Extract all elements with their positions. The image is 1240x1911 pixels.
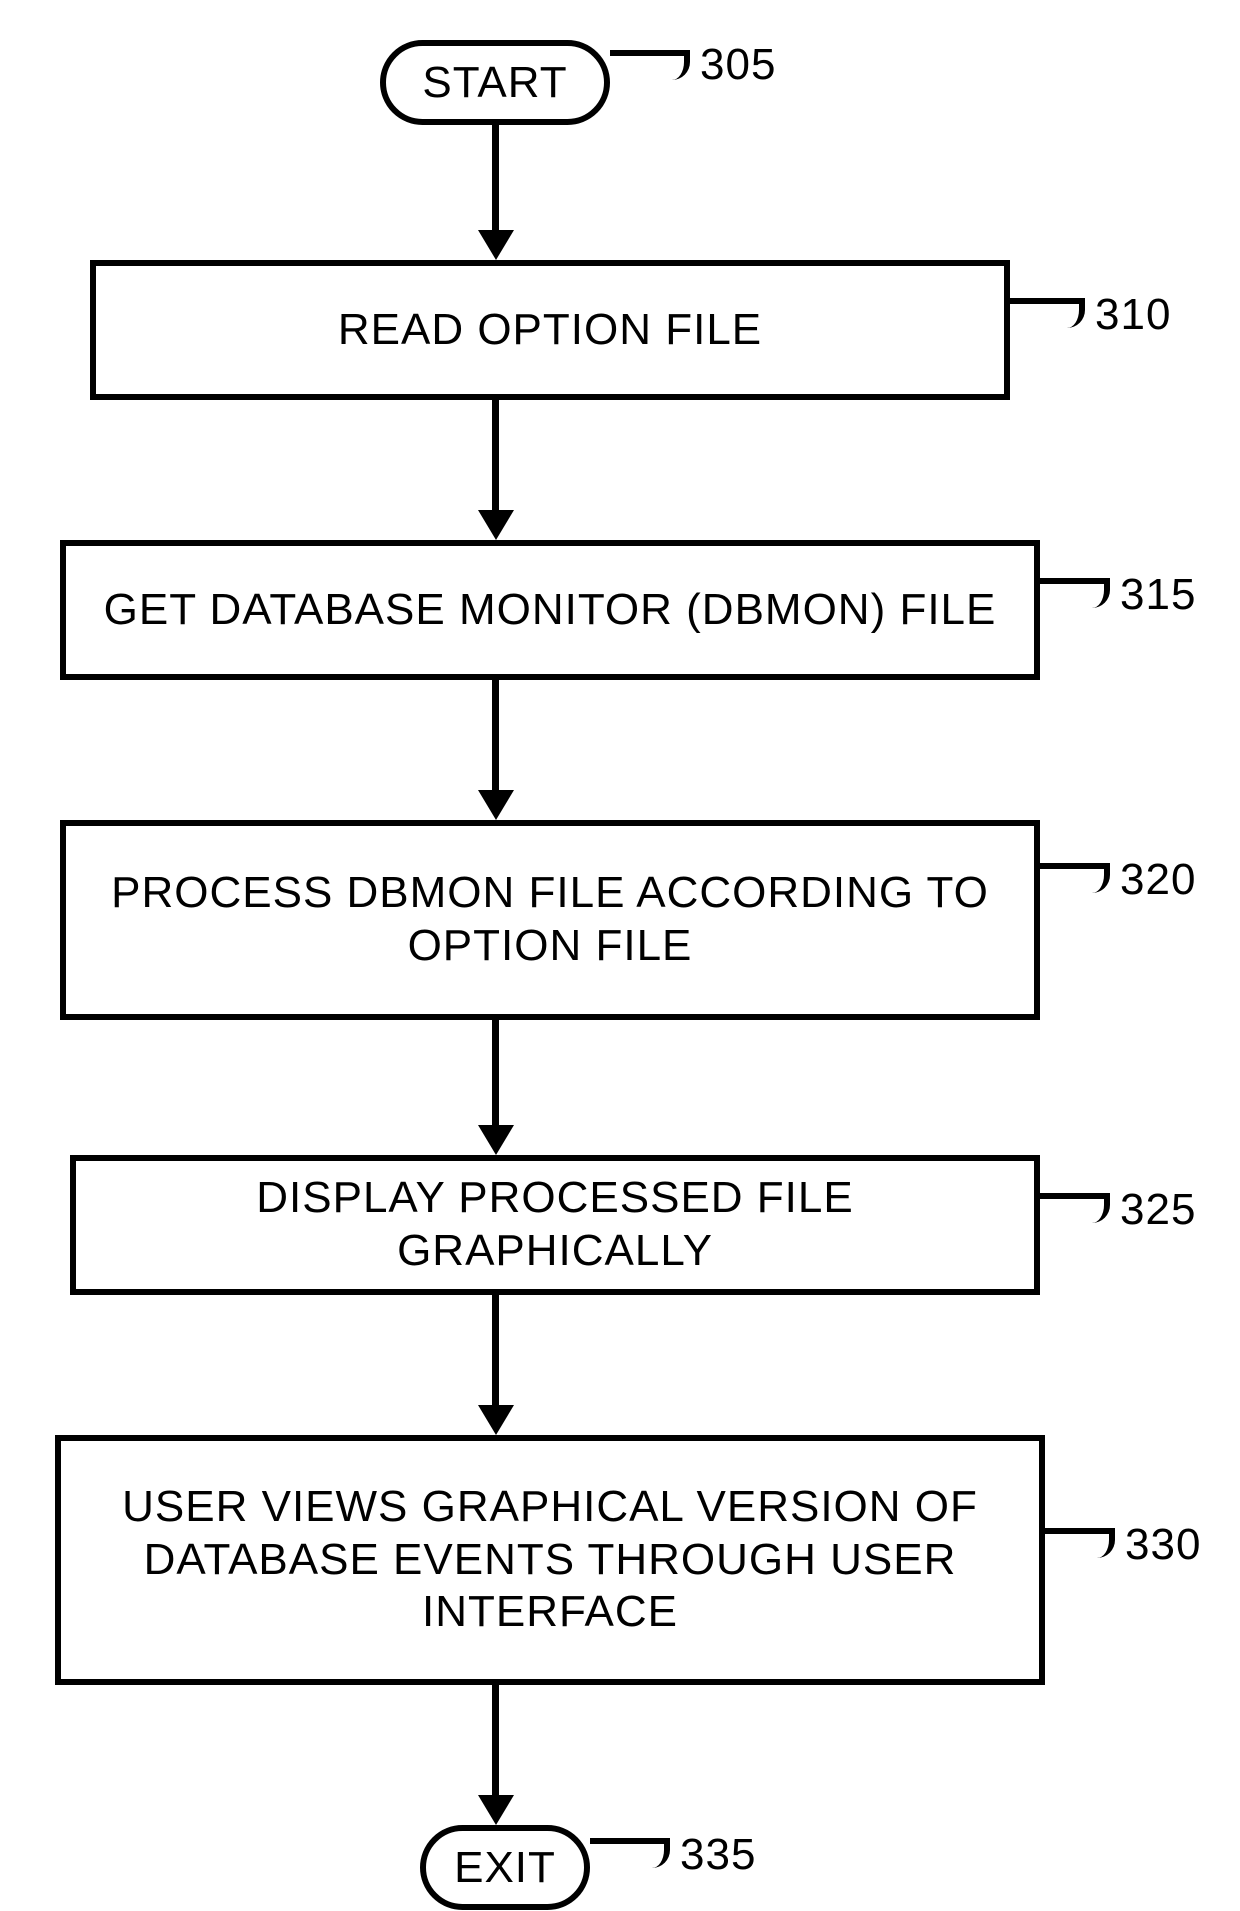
ref-connector-315 (1040, 578, 1110, 608)
step3-node: PROCESS DBMON FILE ACCORDING TO OPTION F… (60, 820, 1040, 1020)
step3-label: PROCESS DBMON FILE ACCORDING TO OPTION F… (96, 867, 1004, 973)
arrow-head-5 (478, 1405, 514, 1435)
start-label: START (422, 58, 567, 108)
ref-connector-310 (1010, 298, 1085, 328)
ref-label-305: 305 (700, 40, 776, 90)
exit-label: EXIT (454, 1843, 556, 1893)
ref-label-310: 310 (1095, 290, 1171, 340)
step5-node: USER VIEWS GRAPHICAL VERSION OF DATABASE… (55, 1435, 1045, 1685)
ref-connector-320 (1040, 863, 1110, 893)
step4-label: DISPLAY PROCESSED FILE GRAPHICALLY (106, 1172, 1004, 1278)
ref-label-325: 325 (1120, 1185, 1196, 1235)
ref-connector-305 (610, 50, 690, 80)
arrow-5 (492, 1295, 499, 1408)
arrow-head-3 (478, 790, 514, 820)
flowchart-container: START 305 READ OPTION FILE 310 GET DATAB… (0, 0, 1240, 1911)
ref-connector-330 (1045, 1528, 1115, 1558)
ref-label-330: 330 (1125, 1520, 1201, 1570)
arrow-3 (492, 680, 499, 793)
ref-connector-325 (1040, 1193, 1110, 1223)
step5-label: USER VIEWS GRAPHICAL VERSION OF DATABASE… (91, 1481, 1009, 1639)
step2-node: GET DATABASE MONITOR (DBMON) FILE (60, 540, 1040, 680)
exit-node: EXIT (420, 1825, 590, 1910)
arrow-head-6 (478, 1795, 514, 1825)
arrow-2 (492, 400, 499, 513)
ref-label-315: 315 (1120, 570, 1196, 620)
step1-label: READ OPTION FILE (338, 304, 762, 357)
start-node: START (380, 40, 610, 125)
arrow-head-1 (478, 230, 514, 260)
ref-connector-335 (590, 1838, 670, 1868)
arrow-1 (492, 125, 499, 233)
step1-node: READ OPTION FILE (90, 260, 1010, 400)
arrow-head-4 (478, 1125, 514, 1155)
arrow-4 (492, 1020, 499, 1128)
ref-label-335: 335 (680, 1830, 756, 1880)
step2-label: GET DATABASE MONITOR (DBMON) FILE (104, 584, 997, 637)
arrow-6 (492, 1685, 499, 1798)
arrow-head-2 (478, 510, 514, 540)
step4-node: DISPLAY PROCESSED FILE GRAPHICALLY (70, 1155, 1040, 1295)
ref-label-320: 320 (1120, 855, 1196, 905)
